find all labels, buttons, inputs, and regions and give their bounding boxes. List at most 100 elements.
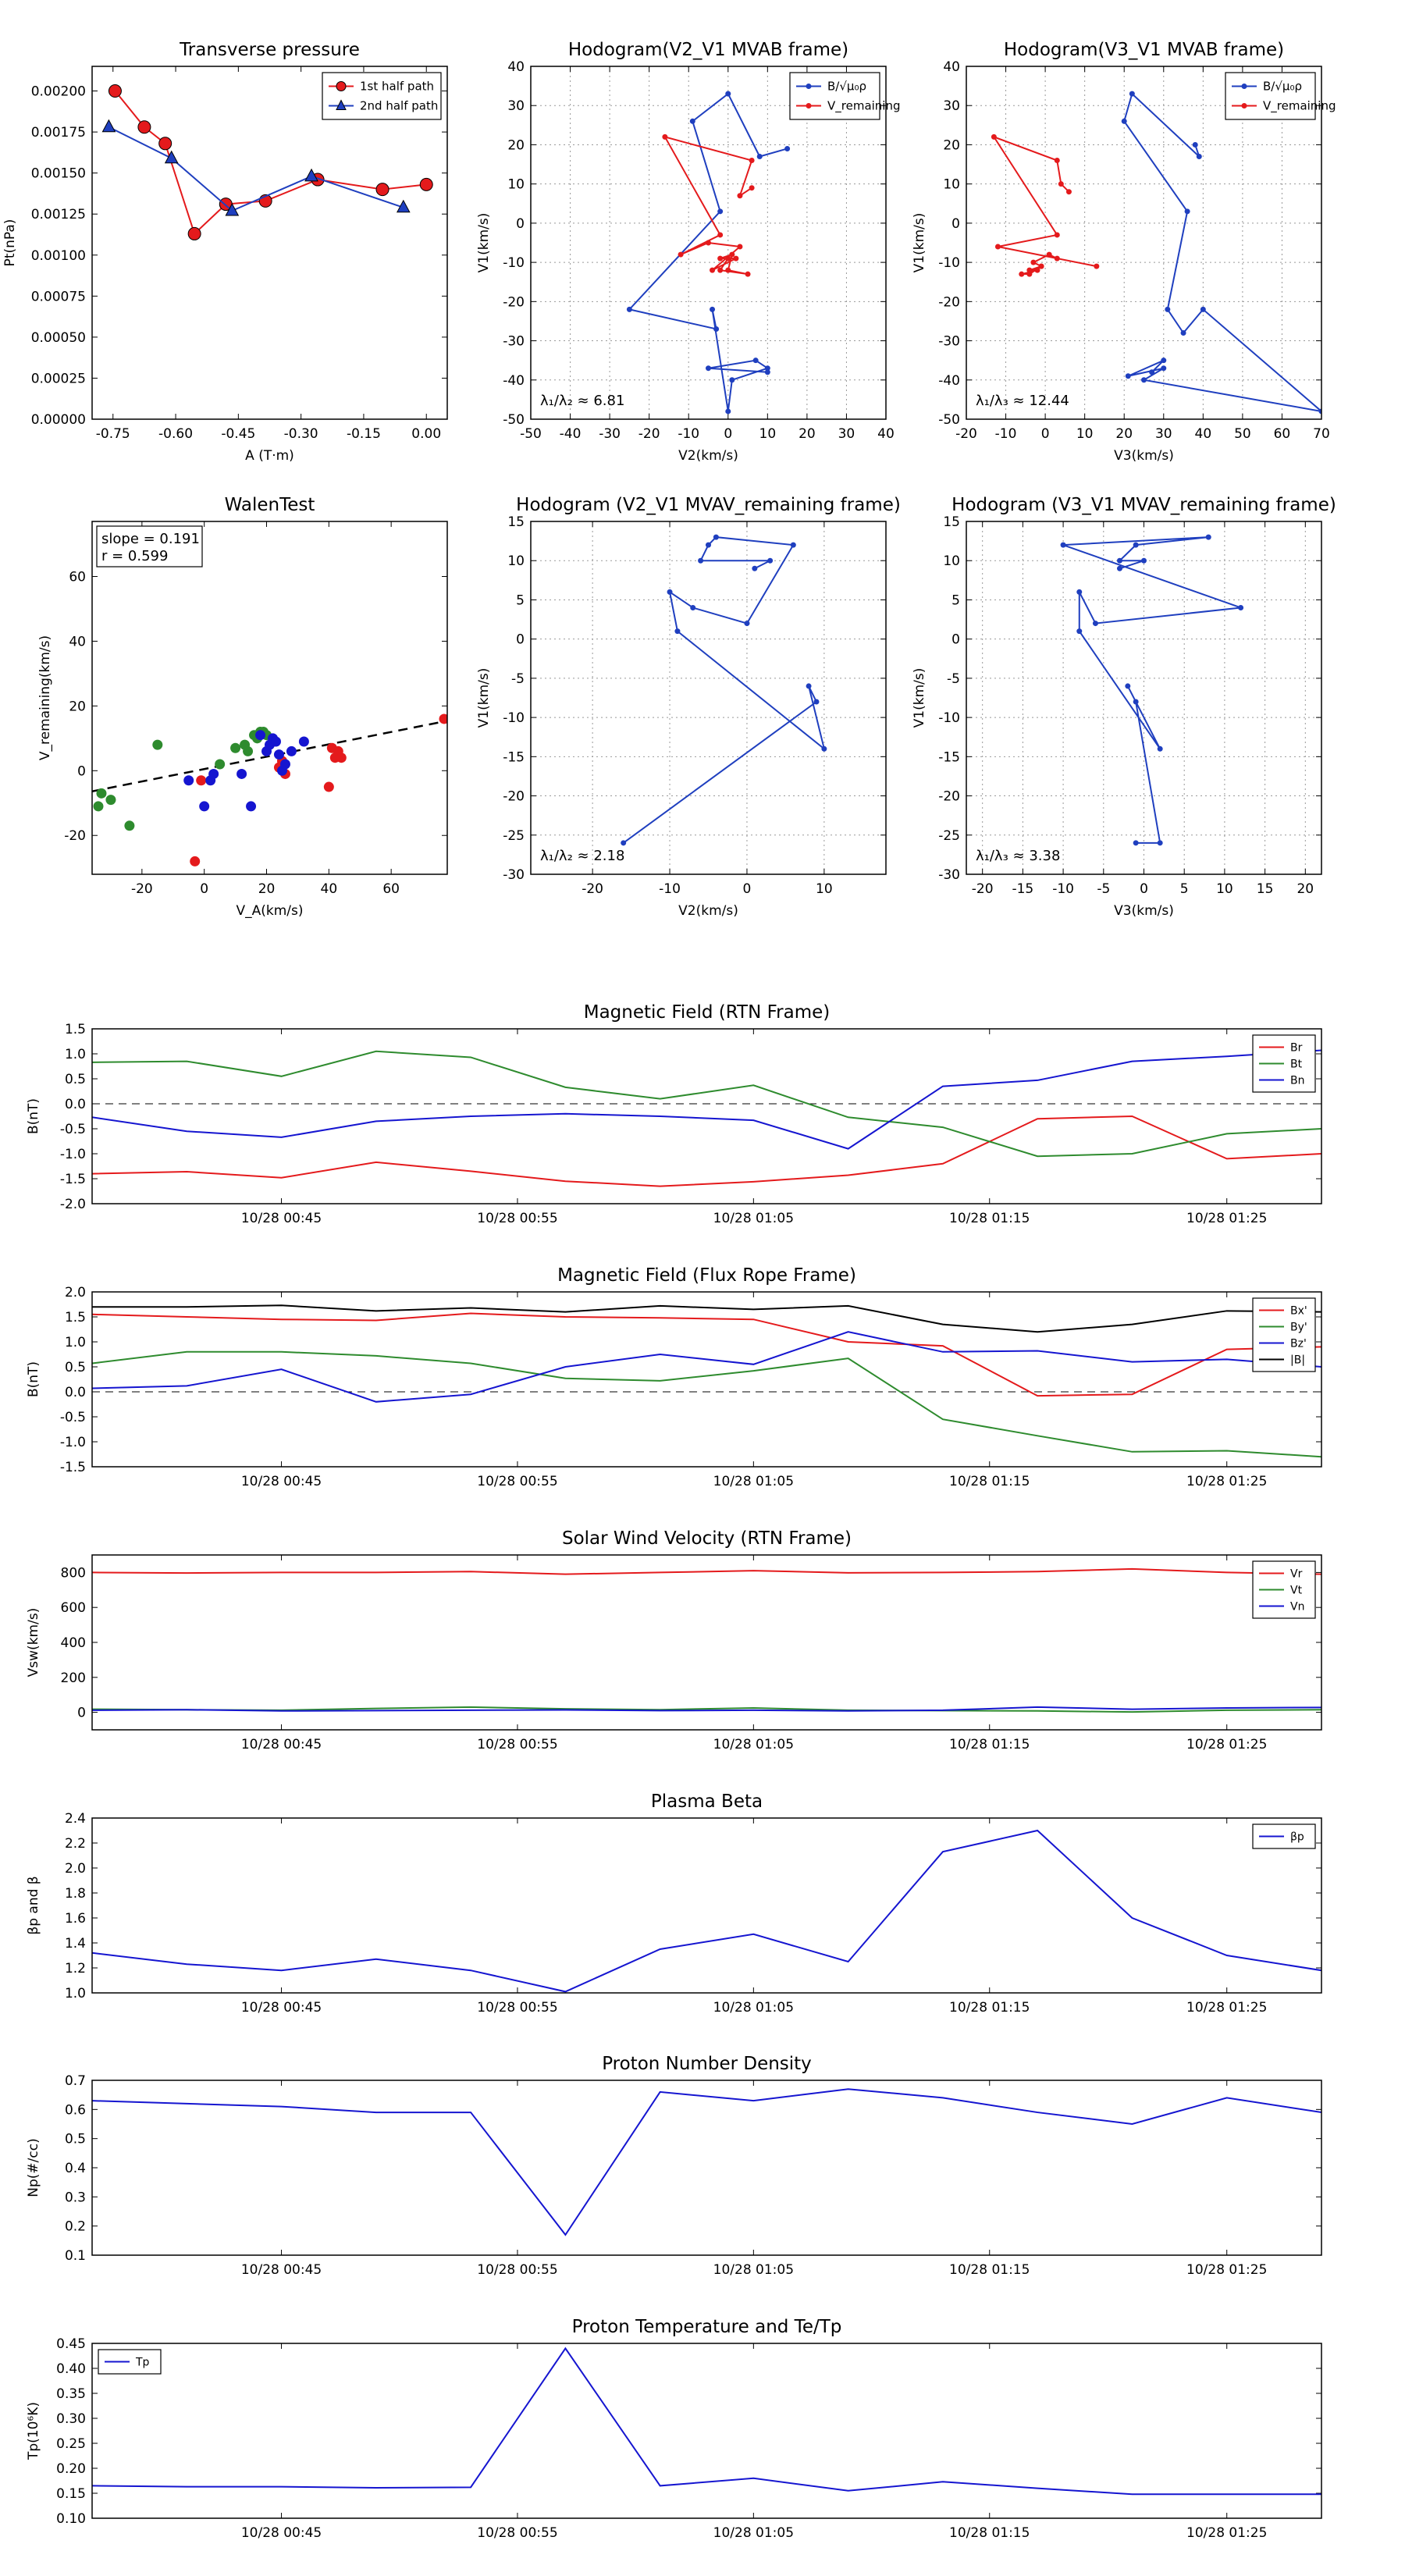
x-tick-label: 40: [1195, 426, 1212, 442]
y-tick-label: 0: [77, 763, 86, 779]
data-point: [1054, 255, 1060, 262]
data-point: [1318, 408, 1321, 415]
x-tick-label: 50: [1234, 426, 1251, 442]
data-point: [1026, 271, 1033, 277]
data-point: [764, 365, 770, 372]
data-point: [1157, 840, 1163, 846]
series-line-Vr: [92, 1567, 1321, 1575]
y-tick-label: -30: [938, 334, 960, 350]
legend-label: Br: [1290, 1042, 1303, 1055]
y-tick-label: -15: [503, 749, 525, 765]
data-point: [208, 768, 219, 779]
legend-label: V_remaining: [827, 99, 901, 114]
data-point: [419, 177, 433, 191]
legend: Br Bt Bn: [1252, 1034, 1316, 1093]
series-line-B/√μ₀ρ: [1123, 92, 1321, 412]
series-line-βp: [92, 1829, 1321, 1993]
eigenvalue-ratio: λ₁/λ₃ ≈ 3.38: [976, 848, 1060, 864]
y-tick-label: 5: [516, 592, 525, 608]
data-point: [439, 713, 447, 724]
y-tick-label: 0.00000: [31, 412, 86, 428]
data-point: [304, 168, 318, 182]
data-point: [375, 183, 389, 197]
panel-transverse_pressure: Transverse pressure -0.75 -0.60 -0.45 -0.30 -…: [2, 40, 448, 464]
x-tick-label: -10: [995, 426, 1017, 442]
y-axis-label: Pt(nPa): [2, 219, 18, 267]
data-point: [1129, 91, 1135, 97]
y-tick-label: 0.00200: [31, 84, 86, 100]
x-tick-label: 10/28 01:15: [949, 2000, 1030, 2016]
data-point: [729, 377, 735, 383]
plot-area: [92, 2347, 1321, 2496]
legend-label: Vr: [1290, 1568, 1303, 1581]
data-point: [1161, 358, 1167, 364]
data-point: [729, 251, 735, 258]
x-tick-label: -20: [638, 426, 660, 442]
data-point: [717, 208, 724, 215]
data-point: [713, 326, 720, 332]
x-tick-label: 20: [799, 426, 816, 442]
legend-marker: [1241, 103, 1247, 109]
legend-label: V_remaining: [1263, 99, 1336, 114]
x-tick-label: 10/28 01:25: [1186, 2525, 1267, 2541]
legend-label: |B|: [1290, 1354, 1305, 1367]
y-tick-label: 200: [61, 1670, 86, 1686]
plot-area: [92, 1049, 1321, 1187]
x-tick-label: 0: [1041, 426, 1050, 442]
x-tick-label: 10/28 01:15: [949, 1737, 1030, 1752]
data-point: [93, 801, 104, 812]
y-tick-label: -15: [938, 749, 960, 765]
x-tick-label: 10/28 01:25: [1186, 2262, 1267, 2278]
y-tick-label: 0.25: [56, 2436, 86, 2452]
x-tick-label: -10: [1052, 881, 1074, 897]
x-tick-label: 20: [258, 881, 276, 897]
data-point: [1054, 232, 1060, 238]
y-tick-label: 0: [951, 216, 960, 232]
x-tick-label: -0.45: [221, 426, 255, 442]
data-point: [286, 745, 297, 756]
data-point: [323, 781, 334, 792]
data-point: [199, 801, 210, 812]
x-tick-label: 10/28 01:25: [1186, 1474, 1267, 1489]
data-point: [215, 759, 226, 770]
data-point: [1133, 840, 1139, 846]
y-tick-label: 0.15: [56, 2486, 86, 2502]
y-tick-label: -20: [938, 294, 960, 310]
y-tick-label: 2.2: [65, 1836, 86, 1852]
y-tick-label: 0.00050: [31, 330, 86, 346]
x-tick-label: -0.30: [284, 426, 318, 442]
data-point: [1076, 589, 1083, 595]
x-tick-label: 10/28 00:55: [477, 2000, 557, 2016]
y-tick-label: 0: [516, 216, 525, 232]
series-line-Bn: [92, 1049, 1321, 1150]
data-point: [994, 244, 1001, 250]
y-tick-label: 0.5: [65, 2132, 86, 2147]
y-axis-label: V1(km/s): [912, 668, 927, 728]
data-point: [225, 202, 240, 216]
axes-frame: [91, 521, 448, 875]
x-tick-label: 10/28 01:05: [713, 1211, 794, 1226]
y-tick-label: 15: [943, 514, 960, 530]
data-point: [1141, 377, 1147, 383]
y-tick-label: 10: [943, 553, 960, 569]
x-axis-label: V3(km/s): [1114, 903, 1174, 919]
panel-walen: WalenTest -20 0 20 40 60 -20 0 20 40 60 V_A(km/s) V_…: [37, 495, 448, 919]
axes-frame: [91, 2343, 1322, 2519]
data-point: [108, 84, 122, 98]
y-tick-label: -40: [503, 373, 525, 389]
x-tick-label: 10: [816, 881, 833, 897]
axes-frame: [91, 66, 448, 420]
x-tick-label: 10/28 01:15: [949, 2262, 1030, 2278]
chart-title: Magnetic Field (Flux Rope Frame): [557, 1265, 856, 1286]
chart-title: Hodogram(V3_V1 MVAB frame): [1004, 40, 1284, 60]
data-point: [1133, 542, 1139, 548]
x-tick-label: 10: [759, 426, 777, 442]
panel-hodogram_v3_mvab: Hodogram(V3_V1 MVAB frame) -20 -10 0 10 20 30 4…: [912, 40, 1336, 464]
x-axis-label: V_A(km/s): [236, 903, 303, 919]
data-point: [626, 306, 632, 312]
x-tick-label: 10/28 00:45: [241, 1474, 322, 1489]
axes-frame: [91, 1817, 1322, 1994]
data-point: [137, 120, 151, 134]
data-point: [1125, 373, 1131, 379]
x-tick-label: 0: [724, 426, 732, 442]
